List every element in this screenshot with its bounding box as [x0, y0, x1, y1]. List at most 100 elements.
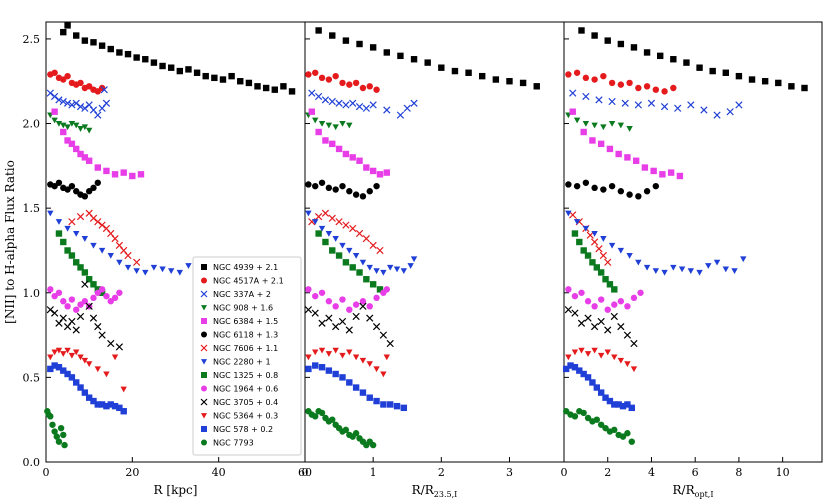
data-point	[366, 394, 373, 401]
data-point	[116, 404, 123, 412]
data-point	[479, 72, 486, 80]
data-point	[329, 247, 336, 254]
data-point	[339, 79, 346, 87]
data-point	[396, 111, 405, 119]
data-point	[339, 242, 346, 249]
data-point	[410, 56, 418, 63]
data-point	[318, 347, 326, 354]
data-point	[325, 298, 333, 305]
series-5	[47, 179, 102, 200]
data-point	[124, 264, 132, 271]
data-point	[77, 384, 84, 391]
data-point	[318, 364, 326, 371]
data-point	[735, 72, 743, 80]
data-point	[369, 241, 377, 250]
data-point	[85, 127, 93, 134]
data-point	[670, 56, 677, 63]
data-point	[571, 309, 579, 317]
data-point	[98, 289, 106, 296]
data-point	[64, 370, 71, 378]
data-point	[670, 84, 677, 92]
data-point	[98, 401, 106, 408]
data-point	[740, 256, 747, 263]
data-point	[73, 145, 80, 153]
data-point	[352, 384, 360, 391]
data-point	[591, 184, 598, 192]
data-point	[593, 384, 600, 391]
data-point	[617, 188, 625, 195]
legend-label: NGC 6384 + 1.5	[213, 317, 278, 326]
data-point	[580, 247, 587, 254]
data-point	[94, 164, 101, 171]
data-point	[60, 298, 67, 305]
data-point	[356, 269, 363, 276]
data-point	[85, 188, 93, 195]
data-point	[346, 81, 353, 88]
data-point	[363, 276, 370, 283]
legend-item: NGC 337A + 2	[200, 290, 271, 299]
data-point	[630, 44, 638, 51]
data-point	[801, 84, 808, 92]
panel-R235: 0 1 2 3 R/R23.5,I	[302, 21, 565, 499]
data-point	[369, 44, 377, 51]
data-point	[245, 79, 253, 87]
legend: NGC 4939 + 2.1 NGC 4517A + 2.1 NGC 337A + …	[192, 256, 302, 456]
data-point	[63, 99, 72, 107]
data-point	[674, 104, 682, 112]
data-point	[339, 374, 346, 381]
series-5	[305, 179, 380, 200]
data-point	[604, 258, 612, 266]
data-point	[305, 71, 312, 78]
data-point	[643, 49, 651, 56]
data-point	[369, 101, 377, 109]
data-point	[107, 298, 114, 305]
data-point	[76, 212, 85, 221]
data-point	[325, 122, 333, 129]
series-6	[308, 209, 384, 255]
data-point	[81, 154, 89, 161]
data-point	[565, 354, 572, 361]
data-point	[634, 101, 642, 109]
series-0	[315, 27, 540, 90]
data-point	[325, 76, 333, 83]
data-point	[254, 83, 261, 90]
x-tick-label: 8	[735, 466, 742, 479]
legend-label: NGC 4517A + 2.1	[213, 277, 284, 286]
x-tick-label: 0	[43, 466, 50, 479]
data-point	[85, 302, 93, 310]
series-1	[565, 69, 677, 95]
data-point	[312, 182, 319, 190]
data-point	[397, 52, 404, 60]
data-point	[562, 408, 570, 415]
data-point	[64, 303, 71, 310]
data-point	[271, 86, 278, 93]
data-point	[64, 186, 71, 193]
legend-label: NGC 4939 + 2.1	[213, 263, 278, 272]
data-point	[312, 69, 319, 76]
data-point	[600, 72, 607, 80]
data-point	[60, 122, 67, 129]
data-point	[51, 349, 58, 356]
data-point	[176, 269, 184, 276]
data-point	[55, 230, 63, 237]
data-point	[73, 32, 80, 39]
data-point	[571, 364, 579, 371]
data-point	[85, 394, 93, 401]
x-tick-label: 60	[298, 466, 312, 479]
data-point	[604, 326, 612, 334]
data-point	[577, 319, 586, 327]
data-point	[51, 117, 58, 124]
data-point	[57, 424, 65, 432]
data-point	[81, 357, 89, 364]
data-point	[623, 331, 632, 339]
series-8	[571, 230, 618, 293]
data-point	[321, 209, 330, 217]
data-point	[359, 302, 367, 310]
data-point	[90, 397, 97, 405]
data-point	[68, 182, 76, 190]
data-point	[201, 331, 207, 338]
data-point	[103, 167, 110, 175]
series-11	[565, 347, 638, 373]
x-tick-label: 1	[370, 466, 377, 479]
data-point	[325, 314, 333, 322]
